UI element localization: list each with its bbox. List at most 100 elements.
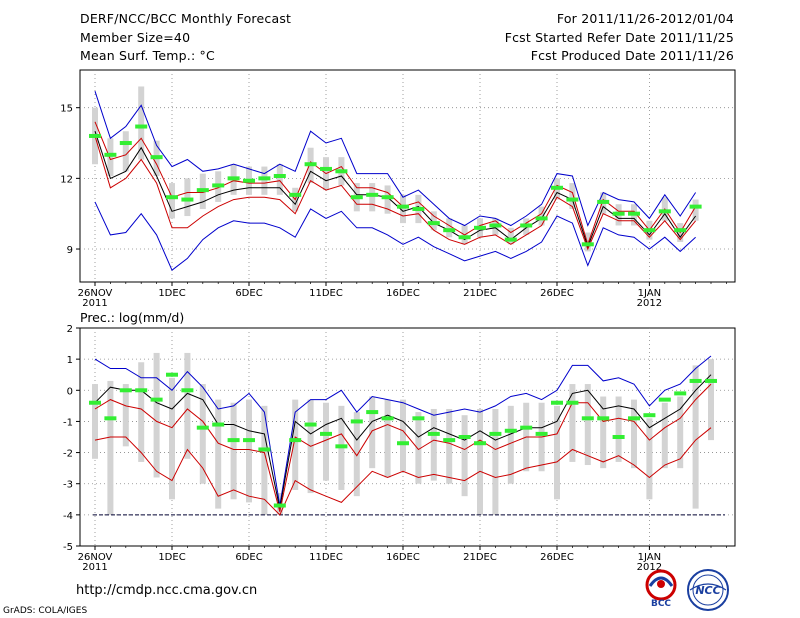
prec-ytick-label: 2 — [67, 324, 73, 335]
prec-ensemble-box — [631, 399, 637, 469]
prec-ensemble-box — [107, 380, 114, 515]
prec-ensemble-box — [446, 408, 453, 484]
prec-ensemble-box — [199, 384, 206, 484]
temp-xtick-label: 21DEC — [463, 288, 497, 299]
temp-median-mark — [196, 188, 209, 193]
prec-ensemble-box — [708, 359, 714, 441]
prec-median-mark — [628, 416, 640, 421]
prec-median-mark — [427, 431, 440, 436]
prec-median-mark — [705, 378, 717, 383]
temp-ytick-label: 9 — [67, 245, 73, 256]
prec-ensemble-box — [184, 352, 191, 459]
prec-median-mark — [381, 416, 394, 421]
prec-year-label: 2012 — [637, 562, 662, 573]
prec-median-mark — [597, 416, 610, 421]
temp-median-mark — [581, 242, 594, 247]
temp-ensemble-box — [107, 138, 114, 176]
temp-xtick-label: 16DEC — [386, 288, 420, 299]
prec-median-mark — [119, 388, 132, 393]
prec-ensemble-box — [492, 408, 499, 515]
prec-median-mark — [320, 431, 332, 436]
prec-median-mark — [289, 438, 302, 443]
prec-ensemble-box — [692, 365, 699, 509]
temp-ensemble-box — [569, 183, 576, 209]
prec-series-max — [94, 355, 712, 506]
prec-ytick-label: -2 — [63, 449, 73, 460]
prec-ensemble-box — [153, 352, 160, 478]
prec-median-mark — [674, 391, 687, 396]
temp-median-mark — [551, 185, 563, 190]
temp-ensemble-box — [446, 218, 453, 238]
temp-plot-frame — [79, 69, 736, 283]
prec-ensemble-box — [92, 384, 98, 459]
prec-plot-frame — [79, 327, 736, 547]
temp-median-mark — [289, 192, 302, 197]
fcst-started-date: Fcst Started Refer Date 2011/11/25 — [504, 30, 734, 45]
prec-xtick-label: 1DEC — [158, 552, 185, 563]
source-url[interactable]: http://cmdp.ncc.cma.gov.cn — [76, 583, 258, 598]
prec-median-mark — [181, 388, 194, 393]
temp-xtick-label: 1JAN — [638, 288, 661, 299]
prec-median-mark — [104, 416, 117, 421]
prec-xtick-label: 26NOV — [78, 552, 113, 563]
temp-ensemble-box — [122, 131, 129, 172]
prec-ytick-label: -3 — [63, 480, 73, 491]
temp-median-mark — [612, 211, 625, 216]
temp-median-mark — [320, 166, 332, 171]
prec-median-mark — [227, 438, 240, 443]
temp-series-lower — [94, 135, 696, 251]
prec-xtick-label: 16DEC — [386, 552, 420, 563]
prec-xtick-label: 11DEC — [309, 552, 343, 563]
temp-ensemble-box — [430, 211, 437, 231]
prec-ensemble-box — [646, 418, 653, 500]
prec-median-mark — [89, 400, 101, 405]
temp-series-upper — [94, 121, 697, 246]
prec-ytick-label: -4 — [63, 511, 73, 522]
prec-median-mark — [166, 372, 178, 377]
forecast-period: For 2011/11/26-2012/01/04 — [556, 11, 734, 26]
temp-median-mark — [458, 235, 471, 240]
prec-ensemble-box — [230, 402, 237, 500]
prec-ensemble-box — [169, 377, 175, 500]
temp-xtick-label: 11DEC — [309, 288, 343, 299]
prec-ensemble-box — [661, 402, 668, 469]
prec-median-mark — [504, 428, 517, 433]
prec-ensemble-box — [415, 412, 422, 484]
temp-ensemble-box — [261, 166, 268, 195]
prec-median-mark — [366, 410, 379, 415]
temp-median-mark — [397, 204, 409, 209]
prec-xtick-label: 6DEC — [235, 552, 262, 563]
temp-median-mark — [258, 176, 271, 181]
temp-median-mark — [520, 223, 533, 228]
prec-ensemble-box — [323, 402, 329, 481]
prec-ensemble-box — [369, 396, 376, 469]
temp-median-mark — [243, 178, 255, 183]
chart-title: DERF/NCC/BCC Monthly Forecast — [80, 11, 292, 26]
prec-median-mark — [150, 397, 163, 402]
temp-ensemble-box — [384, 185, 391, 214]
temp-ensemble-box — [507, 227, 514, 245]
prec-median-mark — [520, 425, 533, 430]
prec-median-mark — [612, 435, 625, 439]
prec-ensemble-box — [400, 399, 406, 472]
temp-median-mark — [366, 192, 379, 197]
temp-median-mark — [104, 152, 117, 157]
prec-median-mark — [397, 441, 409, 446]
temp-series-min — [94, 201, 696, 271]
prec-median-mark — [412, 416, 425, 421]
ncc-logo-text: NCC — [695, 584, 720, 597]
temp-median-mark — [89, 133, 101, 138]
prec-median-mark — [335, 444, 348, 449]
prec-ytick-label: -5 — [63, 542, 73, 553]
temp-median-mark — [227, 176, 240, 181]
temp-series-mean — [94, 131, 697, 249]
prec-median-mark — [551, 400, 563, 405]
temp-median-mark — [412, 206, 425, 211]
temp-ensemble-box — [400, 194, 406, 224]
temp-median-mark — [304, 162, 317, 167]
prec-median-mark — [350, 419, 363, 424]
temp-median-mark — [335, 169, 348, 174]
prec-year-label: 2011 — [82, 562, 107, 573]
temp-median-mark — [597, 199, 610, 204]
